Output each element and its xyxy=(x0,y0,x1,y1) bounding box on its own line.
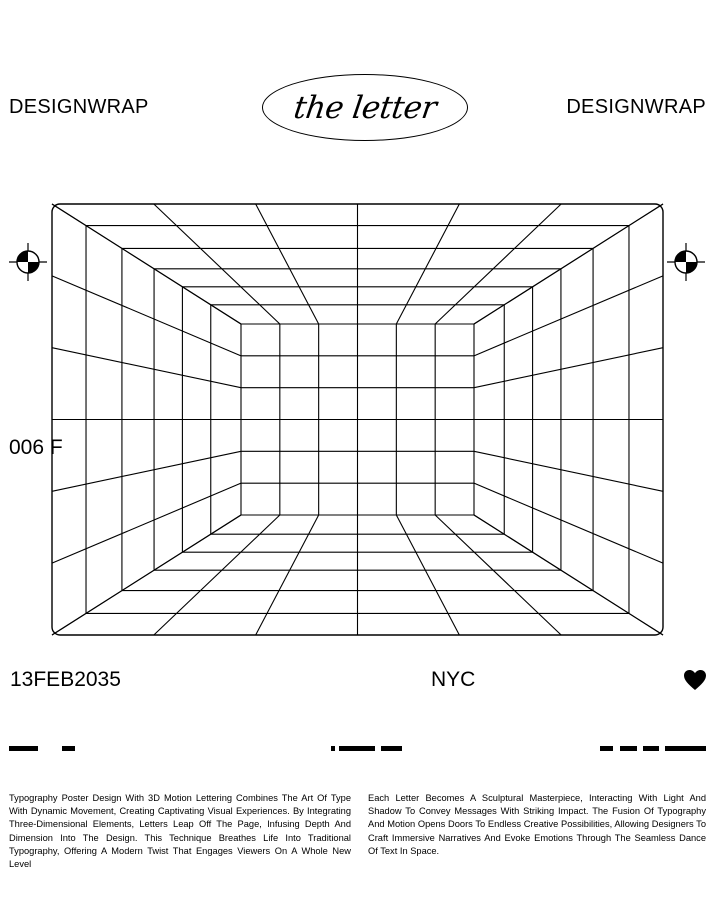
grid-line xyxy=(51,275,242,357)
heart-icon xyxy=(684,670,706,690)
grid-line xyxy=(473,347,664,389)
title-oval: the letter xyxy=(262,74,468,141)
grid-line xyxy=(473,450,664,492)
grid-line xyxy=(434,203,562,325)
grid-line xyxy=(395,203,460,325)
date-label: 13FEB2035 xyxy=(10,668,121,691)
registration-mark-icon xyxy=(9,243,47,281)
grid-line xyxy=(473,514,664,636)
artwork-frame xyxy=(51,203,664,636)
city-label: NYC xyxy=(431,668,476,691)
grid-line xyxy=(434,514,562,636)
edition-label: 006 F xyxy=(9,436,63,459)
perspective-grid xyxy=(51,203,664,636)
body-paragraph-right: Each Letter Becomes A Sculptural Masterp… xyxy=(368,793,706,856)
body-paragraph-left: Typography Poster Design With 3D Motion … xyxy=(9,793,351,870)
grid-line xyxy=(51,482,242,564)
grid-line xyxy=(51,514,242,636)
grid-line xyxy=(473,203,664,325)
grid-line xyxy=(473,275,664,357)
grid-line xyxy=(153,514,281,636)
brand-left: DESIGNWRAP xyxy=(9,96,149,118)
dash-rule-middle xyxy=(331,746,402,751)
grid-line xyxy=(51,450,242,492)
dash-rule-left xyxy=(9,746,75,751)
grid-line xyxy=(51,203,242,325)
grid-line xyxy=(255,203,320,325)
registration-mark-icon xyxy=(667,243,705,281)
grid-line xyxy=(473,482,664,564)
brand-right: DESIGNWRAP xyxy=(566,96,706,118)
dash-rule-right xyxy=(600,746,706,751)
grid-line xyxy=(51,347,242,389)
grid-line xyxy=(395,514,460,636)
grid-line xyxy=(153,203,281,325)
grid-line xyxy=(255,514,320,636)
